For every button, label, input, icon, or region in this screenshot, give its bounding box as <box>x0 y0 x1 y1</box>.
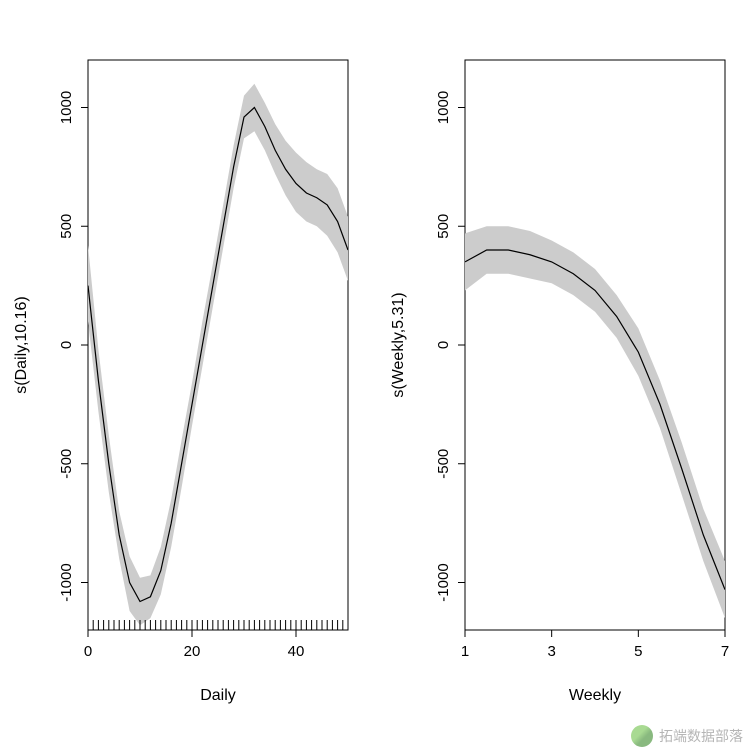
wechat-icon <box>631 725 653 747</box>
ytick-label: 1000 <box>435 91 452 124</box>
yticks-daily: -1000 -500 0 500 1000 <box>58 91 88 602</box>
watermark-text: 拓端数据部落 <box>659 726 743 746</box>
ytick-label: -1000 <box>435 563 452 601</box>
figure-container: 0 20 40 -1000 -500 0 500 1000 s(Daily,10.16) D… <box>0 0 753 753</box>
xtick-label: 1 <box>460 643 468 660</box>
xticks-daily: 0 20 40 <box>84 630 305 660</box>
xtick-label: 7 <box>720 643 728 660</box>
panel-daily: 0 20 40 -1000 -500 0 500 1000 s(Daily,10.16) D… <box>0 0 377 720</box>
ytick-label: -1000 <box>58 563 75 601</box>
ytick-label: 1000 <box>58 91 75 124</box>
ytick-label: 500 <box>435 214 452 239</box>
panel-weekly: 1 3 5 7 -1000 -500 0 500 1000 s(Weekly,5.31) We… <box>377 0 753 720</box>
ytick-label: -500 <box>435 449 452 479</box>
xticks-weekly: 1 3 5 7 <box>460 630 728 660</box>
xtick-label: 0 <box>84 643 92 660</box>
panel-weekly-svg: 1 3 5 7 -1000 -500 0 500 1000 s(Weekly,5.31) We… <box>377 0 753 720</box>
xtick-label: 40 <box>288 643 305 660</box>
xlabel-weekly: Weekly <box>568 687 620 704</box>
ytick-label: 500 <box>58 214 75 239</box>
panel-daily-svg: 0 20 40 -1000 -500 0 500 1000 s(Daily,10.16) D… <box>0 0 376 720</box>
ytick-label: 0 <box>58 341 75 349</box>
xtick-label: 5 <box>634 643 642 660</box>
ylabel-daily: s(Daily,10.16) <box>13 296 30 394</box>
ylabel-weekly: s(Weekly,5.31) <box>390 292 407 397</box>
rug-daily <box>88 620 348 630</box>
ytick-label: -500 <box>58 449 75 479</box>
watermark: 拓端数据部落 <box>631 725 743 747</box>
panels-row: 0 20 40 -1000 -500 0 500 1000 s(Daily,10.16) D… <box>0 0 753 720</box>
xtick-label: 20 <box>184 643 201 660</box>
xtick-label: 3 <box>547 643 555 660</box>
ci-band-daily <box>88 84 348 626</box>
yticks-weekly: -1000 -500 0 500 1000 <box>435 91 465 602</box>
ci-band-weekly <box>465 226 725 618</box>
xlabel-daily: Daily <box>200 687 236 704</box>
plot-area-daily <box>88 60 348 630</box>
plot-area-weekly <box>465 60 725 630</box>
ytick-label: 0 <box>435 341 452 349</box>
